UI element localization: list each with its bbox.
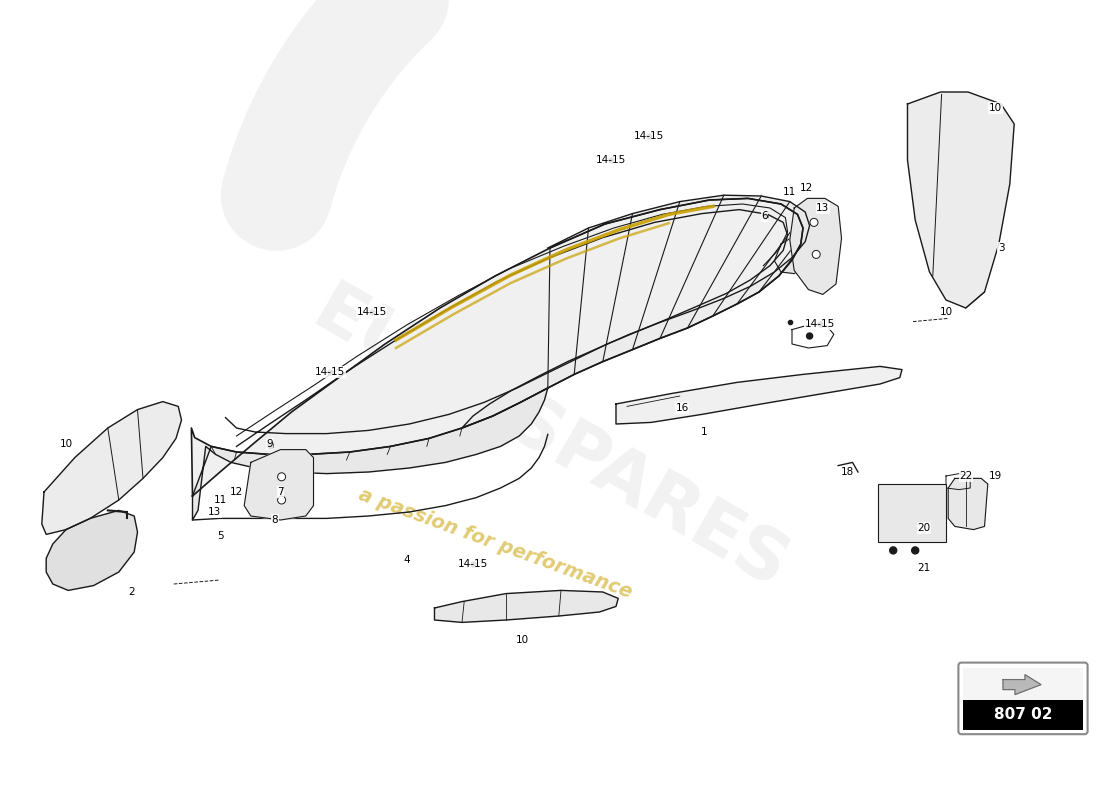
Text: 10: 10: [989, 103, 1002, 113]
Polygon shape: [46, 510, 138, 590]
Text: 14-15: 14-15: [595, 155, 626, 165]
Polygon shape: [948, 478, 988, 530]
Text: 11: 11: [213, 495, 227, 505]
Circle shape: [277, 496, 286, 504]
Polygon shape: [244, 450, 314, 520]
Text: 10: 10: [59, 439, 73, 449]
Polygon shape: [1003, 674, 1041, 694]
Text: 9: 9: [266, 439, 273, 449]
FancyBboxPatch shape: [958, 662, 1088, 734]
Text: 18: 18: [840, 467, 854, 477]
Text: 16: 16: [675, 403, 689, 413]
Circle shape: [810, 218, 818, 226]
Text: a passion for performance: a passion for performance: [355, 486, 635, 602]
Circle shape: [806, 333, 813, 339]
Polygon shape: [462, 195, 810, 428]
Circle shape: [890, 547, 896, 554]
Text: 7: 7: [277, 487, 284, 497]
Text: 12: 12: [230, 487, 243, 497]
Text: 20: 20: [917, 523, 931, 533]
Text: 4: 4: [404, 555, 410, 565]
Text: 6: 6: [761, 211, 768, 221]
Text: 5: 5: [217, 531, 223, 541]
Text: 13: 13: [208, 507, 221, 517]
Polygon shape: [616, 366, 902, 424]
Text: 14-15: 14-15: [458, 559, 488, 569]
Text: 14-15: 14-15: [356, 307, 387, 317]
Text: 8: 8: [272, 515, 278, 525]
Text: 807 02: 807 02: [993, 707, 1053, 722]
Text: EUROSPARES: EUROSPARES: [300, 276, 800, 604]
Bar: [964, 700, 1082, 730]
Polygon shape: [192, 388, 548, 520]
Text: 14-15: 14-15: [315, 367, 345, 377]
Text: 3: 3: [998, 243, 1004, 253]
Polygon shape: [790, 198, 842, 294]
Text: 11: 11: [783, 187, 796, 197]
Circle shape: [912, 547, 918, 554]
Polygon shape: [774, 236, 812, 274]
Text: 21: 21: [917, 563, 931, 573]
Bar: [964, 667, 1082, 700]
Text: 10: 10: [939, 307, 953, 317]
Circle shape: [812, 250, 821, 258]
Text: 2: 2: [129, 587, 135, 597]
Text: 14-15: 14-15: [634, 131, 664, 141]
Polygon shape: [42, 402, 182, 534]
Polygon shape: [908, 92, 1014, 308]
Text: 19: 19: [989, 471, 1002, 481]
Text: 22: 22: [959, 471, 972, 481]
Text: 10: 10: [516, 635, 529, 645]
Text: 14-15: 14-15: [804, 319, 835, 329]
Text: 12: 12: [800, 183, 813, 193]
Text: 13: 13: [816, 203, 829, 213]
Circle shape: [277, 473, 286, 481]
Bar: [878, 484, 946, 542]
Text: 1: 1: [701, 427, 707, 437]
Polygon shape: [434, 590, 618, 622]
Polygon shape: [191, 198, 803, 496]
